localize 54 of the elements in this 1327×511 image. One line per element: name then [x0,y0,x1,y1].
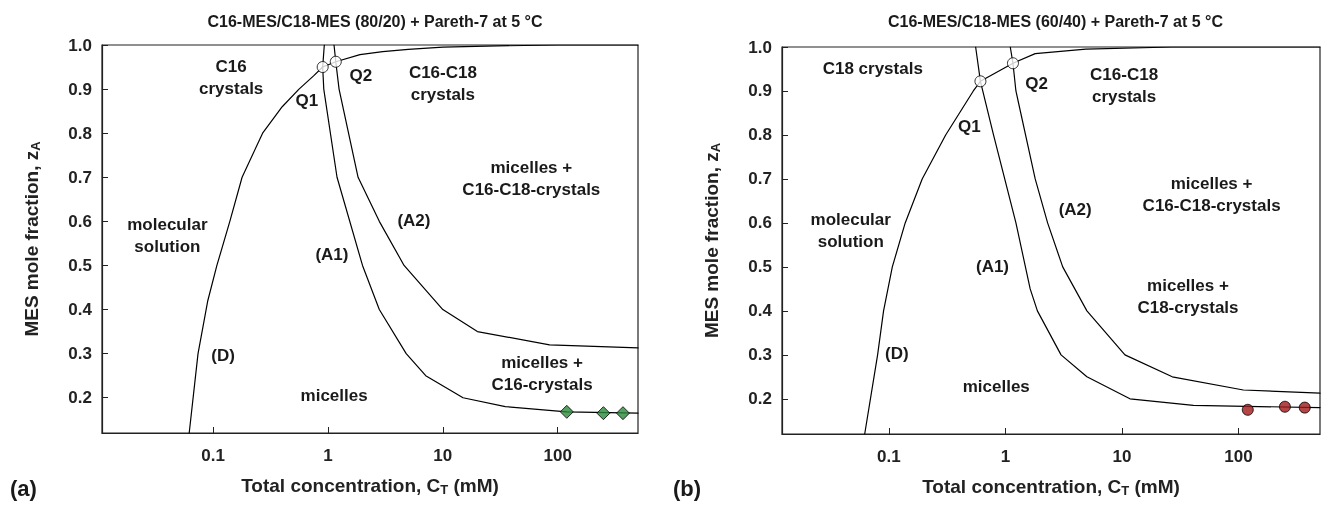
y-tick-label: 0.5 [748,257,772,277]
annotation: molecular solution [810,209,892,251]
x-tick-label: 1 [323,446,333,465]
y-tick-label: 0.9 [748,81,772,101]
annotation: Q2 [1025,74,1048,94]
annotation: (D) [885,343,909,363]
x-tick-label: 0.1 [877,447,901,466]
x-tick-label: 100 [543,446,572,465]
annotation: Q1 [958,116,981,136]
y-tick-label: 0.8 [748,125,772,145]
y-tick-label: 0.4 [68,300,93,320]
y-tick-label: 0.7 [68,167,92,187]
annotation: molecular solution [127,215,208,257]
y-tick-label: 0.3 [748,345,772,365]
annotation: micelles + C16-C18-crystals [1142,173,1281,215]
x-tick-label: 100 [1224,447,1253,466]
annotation: (A2) [397,211,431,231]
chart-title: C16-MES/C18-MES (80/20) + Pareth-7 at 5 °C [207,12,543,30]
annotation: micelles [300,385,368,405]
annotation: Q2 [349,65,373,85]
y-axis-title: MES mole fraction, zA [701,142,723,339]
annotation: micelles + C16-crystals [491,353,593,395]
y-tick-label: 0.6 [68,211,92,231]
y-tick-label: 0.7 [748,169,772,189]
annotation: C16-C18 crystals [1090,64,1159,106]
y-tick-label: 0.4 [748,301,773,321]
x-tick-label: 10 [433,446,453,465]
y-axis-title: MES mole fraction, zA [21,140,43,337]
annotation: (D) [211,346,235,366]
annotation: C16-C18 crystals [408,63,477,105]
x-tick-label: 10 [1112,447,1132,466]
annotation: micelles [962,376,1030,396]
text: (b) [673,475,702,501]
y-tick-label: 0.3 [68,344,92,364]
y-tick-label: 0.6 [748,213,772,233]
annotation: Q1 [295,90,319,110]
annotation: micelles + C18-crystals [1137,275,1239,317]
annotation: (A2) [1058,199,1092,219]
x-tick-label: 1 [1000,447,1011,466]
annotation: C18 crystals [822,59,923,79]
y-tick-label: 0.8 [68,123,92,143]
y-tick-label: 1.0 [68,35,92,55]
annotation: C16 crystals [199,57,264,99]
text: (a) [10,475,37,501]
annotation: (A1) [315,245,349,265]
chart-title: C16-MES/C18-MES (60/40) + Pareth-7 at 5 °C [888,12,1224,30]
y-tick-label: 0.9 [68,79,92,99]
y-tick-label: 0.2 [68,388,92,408]
x-tick-label: 0.1 [201,446,225,465]
y-tick-label: 1.0 [748,37,772,57]
y-tick-label: 0.5 [68,255,92,275]
y-tick-label: 0.2 [748,389,772,409]
annotation: (A1) [975,257,1010,277]
annotation: micelles + C16-C18-crystals [462,157,601,199]
